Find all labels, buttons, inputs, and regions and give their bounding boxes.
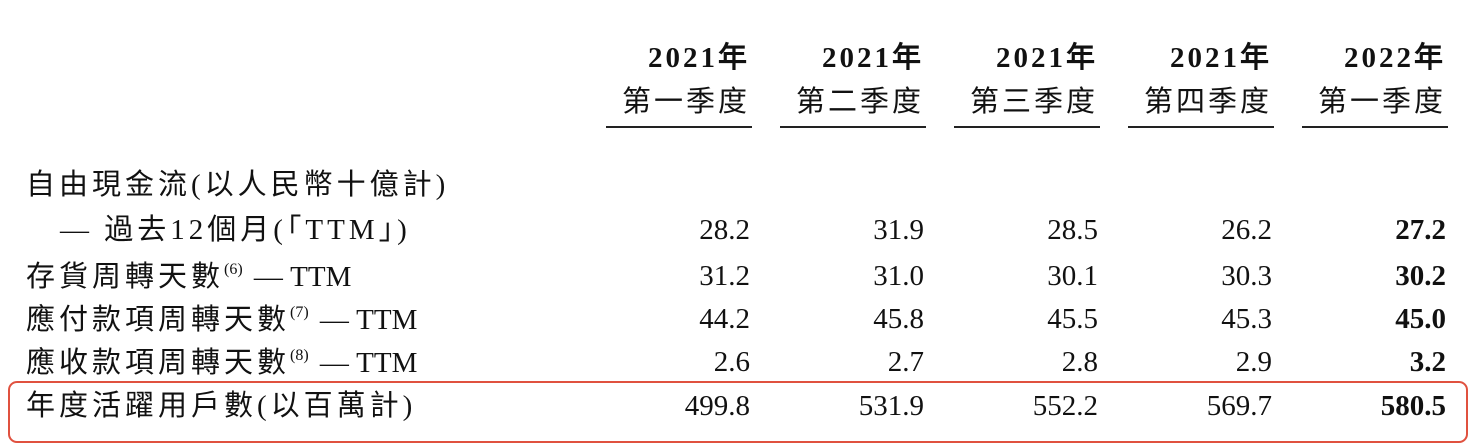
cell-value: 28.2 xyxy=(699,214,750,246)
column-year: 2021年 xyxy=(647,42,750,74)
cell-value: 2.7 xyxy=(887,346,924,378)
cell-value: 30.2 xyxy=(1395,260,1446,292)
row-label-group: 年度活躍用戶數(以百萬計) xyxy=(26,392,416,421)
cell-value: 3.2 xyxy=(1409,346,1446,378)
column-quarter: 第一季度 xyxy=(1317,86,1446,118)
highlight-box xyxy=(8,381,1468,443)
header-rule xyxy=(1128,126,1274,128)
row-suffix: — TTM xyxy=(253,261,352,293)
cell-value: 45.8 xyxy=(873,303,924,335)
column-year: 2021年 xyxy=(821,42,924,74)
row-label: 應付款項周轉天數 xyxy=(26,304,291,336)
cell-value: 2.8 xyxy=(1061,346,1098,378)
cell-value: 45.3 xyxy=(1221,303,1272,335)
row-label: 自由現金流(以人民幣十億計) xyxy=(26,169,450,201)
cell-value: 580.5 xyxy=(1380,390,1446,422)
header-rule xyxy=(954,126,1100,128)
cell-value: 26.2 xyxy=(1221,214,1272,246)
header-rule xyxy=(1302,126,1448,128)
column-quarter: 第一季度 xyxy=(621,86,750,118)
cell-value: 45.0 xyxy=(1395,303,1446,335)
row-label-group: 存貨周轉天數(6) — TTM xyxy=(26,262,351,292)
cell-value: 28.5 xyxy=(1047,214,1098,246)
header-rule xyxy=(606,126,752,128)
row-label: 年度活躍用戶數(以百萬計) xyxy=(26,390,417,422)
cell-value: 30.1 xyxy=(1047,260,1098,292)
cell-value: 44.2 xyxy=(699,303,750,335)
cell-value: 531.9 xyxy=(858,390,924,422)
cell-value: 31.9 xyxy=(873,214,924,246)
row-label-group: 應付款項周轉天數(7) — TTM xyxy=(26,305,417,335)
footnote-ref: (6) xyxy=(224,261,243,278)
row-label: 存貨周轉天數 xyxy=(26,261,225,293)
row-sublabel: — 過去12個月(「TTM」) xyxy=(60,214,411,246)
cell-value: 27.2 xyxy=(1395,214,1446,246)
cell-value: 552.2 xyxy=(1032,390,1098,422)
row-suffix: — TTM xyxy=(319,304,418,336)
row-label-group: 應收款項周轉天數(8) — TTM xyxy=(26,348,417,378)
column-year: 2021年 xyxy=(1169,42,1272,74)
header-rule xyxy=(780,126,926,128)
column-year: 2022年 xyxy=(1343,42,1446,74)
cell-value: 499.8 xyxy=(684,390,750,422)
cell-value: 31.2 xyxy=(699,260,750,292)
cell-value: 30.3 xyxy=(1221,260,1272,292)
column-quarter: 第三季度 xyxy=(969,86,1098,118)
cell-value: 2.9 xyxy=(1235,346,1272,378)
footnote-ref: (7) xyxy=(290,304,309,321)
column-quarter: 第二季度 xyxy=(795,86,924,118)
cell-value: 31.0 xyxy=(873,260,924,292)
footnote-ref: (8) xyxy=(290,347,309,364)
column-year: 2021年 xyxy=(995,42,1098,74)
cell-value: 45.5 xyxy=(1047,303,1098,335)
column-quarter: 第四季度 xyxy=(1143,86,1272,118)
cell-value: 2.6 xyxy=(713,346,750,378)
row-suffix: — TTM xyxy=(319,347,418,379)
cell-value: 569.7 xyxy=(1206,390,1272,422)
row-label: 應收款項周轉天數 xyxy=(26,347,291,379)
